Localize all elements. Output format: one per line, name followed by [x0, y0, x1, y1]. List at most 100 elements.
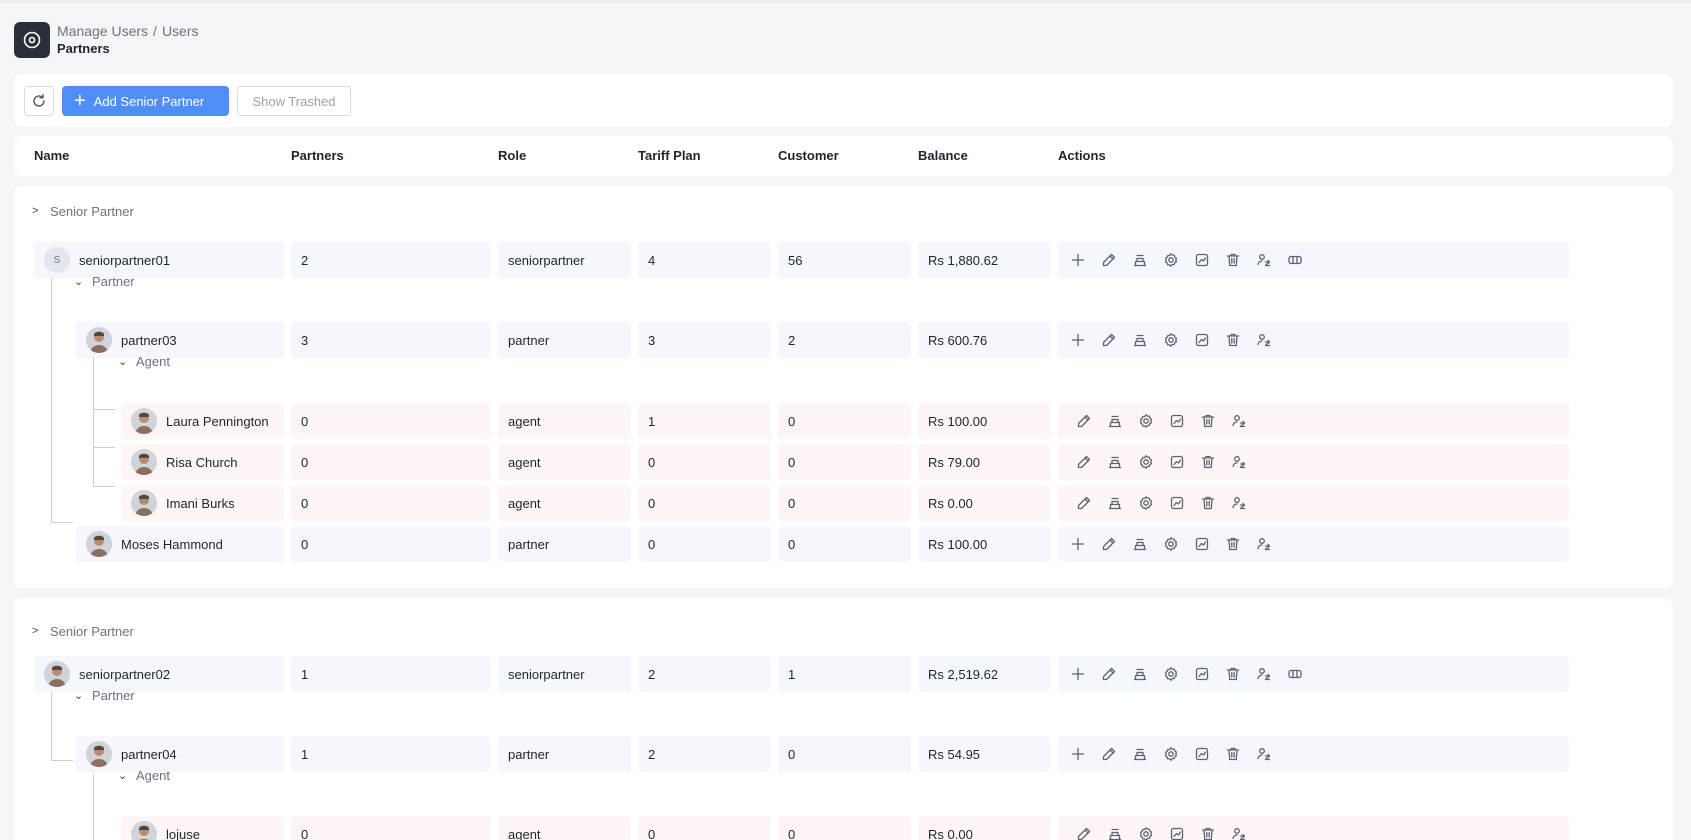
cell-role: partner: [498, 736, 631, 772]
column-partners[interactable]: Partners: [291, 148, 344, 163]
report-icon[interactable]: [1169, 413, 1185, 429]
breadcrumb-manage-users[interactable]: Manage Users: [57, 23, 149, 39]
user-name[interactable]: Laura Pennington: [166, 413, 269, 429]
column-name[interactable]: Name: [34, 148, 70, 163]
user-name[interactable]: Moses Hammond: [121, 536, 223, 552]
edit-icon[interactable]: [1076, 454, 1092, 470]
column-tariff-plan[interactable]: Tariff Plan: [638, 148, 701, 163]
report-icon[interactable]: [1194, 332, 1210, 348]
settings-icon[interactable]: [1138, 454, 1154, 470]
report-icon[interactable]: [1169, 826, 1185, 840]
page-header: Manage Users / Users Partners: [14, 20, 199, 60]
show-trashed-button[interactable]: Show Trashed: [237, 86, 351, 116]
trash-icon[interactable]: [1225, 746, 1241, 762]
transfer-icon[interactable]: [1132, 536, 1148, 552]
add-senior-partner-button[interactable]: + Add Senior Partner: [62, 86, 229, 116]
user-switch-icon[interactable]: [1231, 413, 1247, 429]
cell-name: Risa Church: [121, 444, 284, 480]
trash-icon[interactable]: [1225, 666, 1241, 682]
report-icon[interactable]: [1194, 252, 1210, 268]
column-role[interactable]: Role: [498, 148, 527, 163]
user-switch-icon[interactable]: [1256, 666, 1272, 682]
add-icon[interactable]: [1070, 536, 1086, 552]
user-name[interactable]: seniorpartner02: [79, 666, 171, 682]
report-icon[interactable]: [1194, 746, 1210, 762]
edit-icon[interactable]: [1101, 746, 1117, 762]
add-icon[interactable]: [1070, 746, 1086, 762]
refresh-button[interactable]: [24, 86, 54, 116]
user-name[interactable]: partner03: [121, 332, 177, 348]
transfer-icon[interactable]: [1132, 666, 1148, 682]
report-icon[interactable]: [1169, 495, 1185, 511]
section-toggle-agent[interactable]: ⌄ Agent: [118, 352, 170, 370]
add-icon[interactable]: [1070, 666, 1086, 682]
transfer-icon[interactable]: [1132, 746, 1148, 762]
user-switch-icon[interactable]: [1231, 826, 1247, 840]
cell-balance: Rs 100.00: [918, 403, 1051, 439]
edit-icon[interactable]: [1076, 495, 1092, 511]
add-icon[interactable]: [1070, 332, 1086, 348]
edit-icon[interactable]: [1076, 413, 1092, 429]
user-name[interactable]: partner04: [121, 746, 177, 762]
avatar: [131, 490, 157, 516]
user-switch-icon[interactable]: [1256, 332, 1272, 348]
settings-icon[interactable]: [1138, 495, 1154, 511]
cell-role: seniorpartner: [498, 242, 631, 278]
section-label: Senior Partner: [50, 623, 134, 639]
tree-line: [93, 336, 94, 486]
edit-icon[interactable]: [1101, 332, 1117, 348]
cell-actions: [1058, 656, 1569, 692]
report-icon[interactable]: [1194, 666, 1210, 682]
trash-icon[interactable]: [1200, 413, 1216, 429]
settings-icon[interactable]: [1138, 826, 1154, 840]
trash-icon[interactable]: [1225, 332, 1241, 348]
wallet-icon[interactable]: [1287, 252, 1303, 268]
settings-icon[interactable]: [1163, 536, 1179, 552]
settings-icon[interactable]: [1163, 666, 1179, 682]
edit-icon[interactable]: [1101, 536, 1117, 552]
section-toggle-senior[interactable]: > Senior Partner: [32, 622, 134, 640]
edit-icon[interactable]: [1101, 666, 1117, 682]
settings-icon[interactable]: [1163, 746, 1179, 762]
column-balance[interactable]: Balance: [918, 148, 968, 163]
user-name[interactable]: Imani Burks: [166, 495, 235, 511]
cell-tariff: 1: [638, 403, 771, 439]
trash-icon[interactable]: [1200, 495, 1216, 511]
trash-icon[interactable]: [1225, 252, 1241, 268]
report-icon[interactable]: [1194, 536, 1210, 552]
settings-icon[interactable]: [1163, 332, 1179, 348]
transfer-icon[interactable]: [1107, 413, 1123, 429]
settings-icon[interactable]: [1163, 252, 1179, 268]
section-toggle-partner[interactable]: ⌄ Partner: [74, 272, 135, 290]
user-switch-icon[interactable]: [1231, 495, 1247, 511]
chevron-right-icon: >: [32, 205, 39, 217]
user-switch-icon[interactable]: [1256, 252, 1272, 268]
user-switch-icon[interactable]: [1256, 536, 1272, 552]
user-name[interactable]: lojuse: [166, 826, 200, 840]
transfer-icon[interactable]: [1107, 495, 1123, 511]
trash-icon[interactable]: [1200, 454, 1216, 470]
edit-icon[interactable]: [1076, 826, 1092, 840]
edit-icon[interactable]: [1101, 252, 1117, 268]
transfer-icon[interactable]: [1132, 252, 1148, 268]
trash-icon[interactable]: [1225, 536, 1241, 552]
user-switch-icon[interactable]: [1256, 746, 1272, 762]
transfer-icon[interactable]: [1107, 826, 1123, 840]
app-logo-icon[interactable]: [14, 22, 50, 58]
column-customer[interactable]: Customer: [778, 148, 839, 163]
wallet-icon[interactable]: [1287, 666, 1303, 682]
section-toggle-senior[interactable]: > Senior Partner: [32, 202, 134, 220]
add-icon[interactable]: [1070, 252, 1086, 268]
transfer-icon[interactable]: [1132, 332, 1148, 348]
cell-name: Laura Pennington: [121, 403, 284, 439]
settings-icon[interactable]: [1138, 413, 1154, 429]
user-name[interactable]: Risa Church: [166, 454, 238, 470]
user-switch-icon[interactable]: [1231, 454, 1247, 470]
transfer-icon[interactable]: [1107, 454, 1123, 470]
trash-icon[interactable]: [1200, 826, 1216, 840]
section-toggle-agent[interactable]: ⌄ Agent: [118, 766, 170, 784]
report-icon[interactable]: [1169, 454, 1185, 470]
breadcrumb-users[interactable]: Users: [161, 23, 199, 39]
section-toggle-partner[interactable]: ⌄ Partner: [74, 686, 135, 704]
user-name[interactable]: seniorpartner01: [79, 252, 171, 268]
